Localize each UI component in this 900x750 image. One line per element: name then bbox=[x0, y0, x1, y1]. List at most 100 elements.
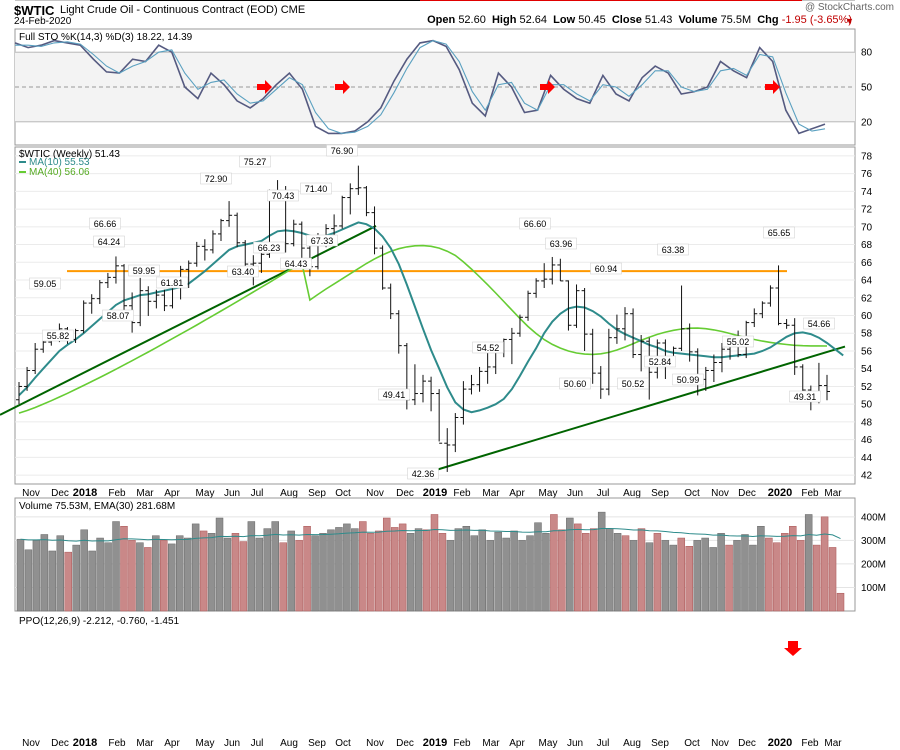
close-label: Close bbox=[611, 14, 642, 26]
ppo-x-tick-label: 2018 bbox=[73, 737, 97, 749]
price-x-tick-label: Jun bbox=[567, 488, 583, 499]
price-label: 55.02 bbox=[727, 337, 750, 347]
price-label-box bbox=[378, 388, 410, 401]
volume-label: Volume bbox=[678, 14, 718, 26]
volume-bar bbox=[152, 535, 160, 612]
volume-bar bbox=[112, 521, 120, 612]
price-label: 67.33 bbox=[311, 236, 334, 246]
price-label-box bbox=[407, 467, 439, 480]
price-bar bbox=[613, 314, 620, 344]
ppo-x-tick-label: Dec bbox=[396, 738, 414, 749]
price-bar bbox=[783, 319, 790, 329]
ppo-x-tick-label: Feb bbox=[453, 738, 471, 749]
price-bar bbox=[605, 328, 612, 396]
ppo-x-tick-label: Apr bbox=[509, 738, 525, 749]
volume-bar bbox=[327, 529, 335, 612]
price-bar bbox=[40, 340, 47, 353]
price-bar bbox=[460, 381, 467, 425]
price-bar bbox=[549, 256, 556, 285]
ppo-y-tick-label: -2.5 bbox=[861, 0, 879, 3]
exchange: CME bbox=[280, 4, 306, 16]
price-label: 55.82 bbox=[47, 331, 70, 341]
volume-bar bbox=[367, 533, 375, 612]
price-x-tick-label: Mar bbox=[482, 488, 500, 499]
sto-line-D bbox=[15, 40, 826, 134]
volume-bar bbox=[56, 535, 65, 612]
volume-bar bbox=[128, 540, 136, 612]
volume-bar bbox=[335, 527, 343, 612]
price-label-box bbox=[253, 241, 285, 254]
volume-bar bbox=[183, 537, 192, 612]
volume-bar bbox=[351, 528, 359, 612]
price-label: 60.94 bbox=[595, 264, 618, 274]
volume-bar bbox=[168, 543, 176, 612]
volume-bar bbox=[375, 530, 383, 612]
price-bar bbox=[298, 221, 305, 261]
price-y-tick-label: 50 bbox=[861, 400, 873, 411]
price-y-tick-label: 60 bbox=[861, 311, 873, 322]
ppo-x-tick-label: Aug bbox=[623, 738, 641, 749]
price-bar bbox=[96, 280, 103, 304]
price-label-box bbox=[29, 277, 61, 290]
ppo-x-tick-label: Oct bbox=[684, 738, 700, 749]
sto-line-K bbox=[14, 39, 826, 135]
volume-bar bbox=[438, 533, 447, 612]
change-value: -1.95 (-3.65%) bbox=[781, 14, 852, 26]
price-label-box bbox=[559, 377, 591, 390]
volume-ema-line bbox=[20, 528, 841, 542]
price-y-tick-label: 58 bbox=[861, 329, 873, 340]
description-text: Light Crude Oil - Continuous Contract (E… bbox=[60, 4, 278, 16]
ppo-title-bg bbox=[19, 615, 249, 627]
ppo-y-tick-label: 2.5 bbox=[861, 0, 875, 3]
volume-bar bbox=[502, 537, 510, 612]
symbol: $WTIC bbox=[14, 3, 55, 18]
ppo-x-tick-label: Nov bbox=[22, 738, 40, 749]
price-bar bbox=[468, 374, 475, 395]
price-bar bbox=[420, 374, 426, 403]
volume-bar bbox=[478, 529, 486, 612]
volume-bar bbox=[24, 549, 33, 612]
right-arrow-icon bbox=[765, 80, 780, 94]
high-label: High bbox=[491, 14, 517, 26]
sto-y-tick-label: 80 bbox=[861, 48, 873, 59]
volume-bar bbox=[749, 544, 757, 612]
volume-bar bbox=[382, 517, 391, 612]
ppo-x-tick-label: Apr bbox=[164, 738, 180, 749]
price-label-box bbox=[267, 189, 299, 202]
volume-bar bbox=[741, 534, 749, 612]
volume-bar bbox=[518, 540, 526, 612]
price-x-tick-label: Dec bbox=[51, 488, 69, 499]
volume-bar bbox=[669, 544, 678, 612]
price-x-tick-label: 2018 bbox=[73, 487, 97, 499]
price-label-box bbox=[200, 172, 232, 185]
right-arrow-icon bbox=[540, 80, 555, 94]
price-bar bbox=[630, 308, 637, 359]
change-down-icon: ▼ bbox=[845, 16, 854, 26]
description: Light Crude Oil - Continuous Contract (E… bbox=[60, 4, 305, 16]
price-label-box bbox=[93, 235, 125, 248]
price-label: 63.96 bbox=[550, 239, 573, 249]
ma10-legend-label: MA(10) 55.53 bbox=[29, 157, 90, 168]
volume-bar bbox=[398, 523, 407, 612]
volume-bar bbox=[239, 541, 248, 612]
price-label-box bbox=[763, 226, 795, 239]
volume-bar bbox=[693, 540, 701, 612]
ppo-x-tick-label: Jul bbox=[251, 738, 264, 749]
volume-bar bbox=[406, 533, 415, 612]
watermark: @ StockCharts.com bbox=[804, 2, 894, 13]
volume-title-bg bbox=[19, 500, 259, 512]
price-label-box bbox=[326, 144, 358, 157]
volume-bar bbox=[828, 547, 837, 612]
volume-bar bbox=[16, 538, 25, 612]
down-arrow-icon bbox=[784, 641, 802, 656]
price-x-tick-label: 2020 bbox=[768, 487, 792, 499]
ohlc-summary: Open 52.60 High 52.64 Low 50.45 Close 51… bbox=[427, 14, 852, 26]
price-bar bbox=[137, 277, 144, 327]
ppo-y-tick-label: 5.0 bbox=[861, 0, 875, 3]
price-label: 66.66 bbox=[94, 219, 117, 229]
volume-bar bbox=[120, 526, 128, 612]
price-bar bbox=[218, 218, 224, 242]
volume-bar bbox=[470, 535, 479, 612]
price-bar bbox=[145, 286, 152, 316]
uptrend-line-2019 bbox=[418, 345, 846, 477]
